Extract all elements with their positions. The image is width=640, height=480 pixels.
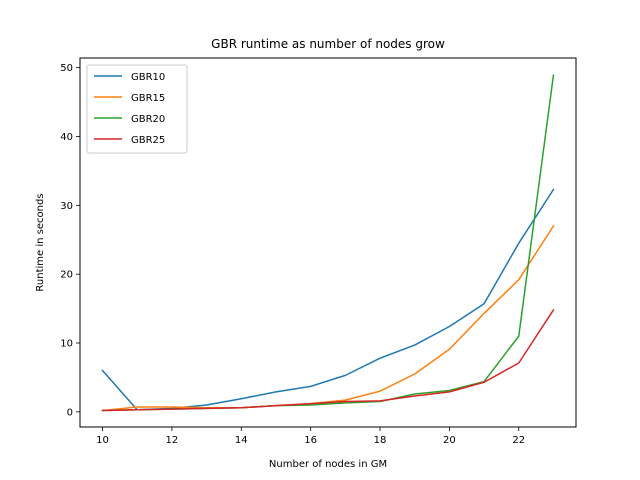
y-tick-label: 30 bbox=[60, 201, 73, 212]
x-axis: 10 12 14 16 18 20 22 bbox=[96, 427, 525, 446]
axes-frame bbox=[79, 57, 577, 428]
x-tick-label: 16 bbox=[304, 435, 317, 446]
x-tick-label: 14 bbox=[235, 435, 248, 446]
legend-label-gbr25: GBR25 bbox=[131, 135, 165, 146]
plot-area bbox=[101, 74, 555, 412]
y-tick-label: 50 bbox=[60, 63, 73, 74]
x-tick-label: 22 bbox=[512, 435, 525, 446]
y-tick-label: 40 bbox=[60, 132, 73, 143]
chart-title: GBR runtime as number of nodes grow bbox=[211, 37, 445, 51]
y-tick-label: 20 bbox=[60, 270, 73, 281]
x-tick-label: 18 bbox=[374, 435, 387, 446]
y-tick-label: 0 bbox=[67, 407, 73, 418]
legend-box bbox=[86, 64, 188, 154]
series-line-gbr25 bbox=[101, 308, 555, 412]
y-axis-label: Runtime in seconds bbox=[35, 193, 46, 291]
legend-label-gbr20: GBR20 bbox=[131, 114, 165, 125]
legend: GBR10 GBR15 GBR20 GBR25 bbox=[86, 64, 188, 154]
legend-label-gbr15: GBR15 bbox=[131, 93, 165, 104]
x-tick-label: 20 bbox=[443, 435, 456, 446]
x-axis-label: Number of nodes in GM bbox=[269, 459, 387, 470]
y-tick-label: 10 bbox=[60, 339, 73, 350]
x-tick-label: 12 bbox=[166, 435, 179, 446]
x-tick-label: 10 bbox=[96, 435, 109, 446]
legend-label-gbr10: GBR10 bbox=[131, 72, 165, 83]
y-axis: 0 10 20 30 40 50 bbox=[60, 63, 80, 418]
